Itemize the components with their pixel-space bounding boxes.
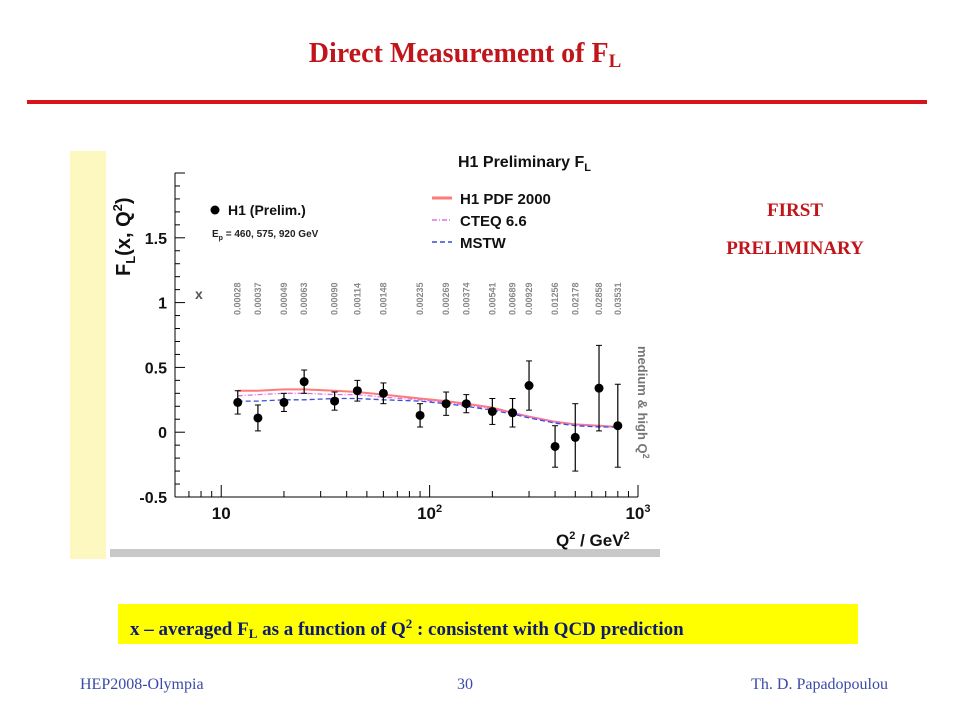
chart-title: H1 Preliminary FL [458, 154, 591, 174]
y-tick-label: 0.5 [145, 360, 167, 377]
data-point [594, 383, 604, 393]
y-axis-label: FL(x, Q2) [110, 197, 138, 276]
x-value-label: 0.00090 [330, 282, 340, 315]
slide-title-subscript: L [608, 51, 622, 72]
data-point [508, 408, 518, 418]
data-point [253, 413, 263, 423]
plot-left-strip [70, 151, 106, 559]
preliminary-note-line2: PRELIMINARY [726, 238, 864, 259]
caption-part3: : consistent with QCD prediction [412, 619, 684, 640]
data-point [613, 421, 623, 431]
x-value-label: 0.01256 [550, 282, 560, 315]
plot-frame: H1 Preliminary FL -0.5 0 0.5 1 1.5 10 102 103 0… [70, 151, 660, 559]
x-value-label: 0.02178 [570, 282, 580, 315]
y-tick-label: 1.5 [145, 231, 167, 248]
x-value-label: 0.00148 [378, 282, 388, 315]
title-rule [27, 100, 927, 104]
x-value-label: 0.00028 [233, 282, 243, 315]
caption-sup1: 2 [405, 616, 413, 631]
data-point [330, 396, 340, 406]
y-tick-label: 1 [158, 296, 167, 313]
preliminary-note-line1: FIRST [767, 200, 823, 221]
data-point [233, 397, 243, 407]
legend-cteq-label: CTEQ 6.6 [460, 213, 527, 230]
x-value-label: 0.00114 [352, 283, 362, 315]
x-tick-label: 10 [212, 504, 231, 523]
legend-data-marker [210, 205, 220, 215]
legend-data-label: H1 (Prelim.) [228, 202, 306, 218]
x-tick-label: 102 [417, 503, 442, 523]
data-point [352, 386, 362, 396]
legend: H1 (Prelim.) Ep = 460, 575, 920 GeV H1 P… [210, 191, 551, 252]
ticks: -0.5 0 0.5 1 1.5 10 102 103 [139, 172, 651, 523]
data-points [233, 344, 623, 472]
data-point [570, 432, 580, 442]
data-point [550, 441, 560, 451]
footer-event: HEP2008-Olympia [80, 676, 204, 693]
plot-background [106, 151, 660, 559]
data-point [378, 388, 388, 398]
data-point [487, 406, 497, 416]
footer-author: Th. D. Papadopoulou [751, 676, 888, 693]
x-value-label: 0.00689 [508, 282, 518, 315]
caption-box: x – averaged FL as a function of Q2 : co… [118, 604, 858, 644]
data-point [441, 399, 451, 409]
x-value-label: 0.02858 [594, 282, 604, 315]
x-values-title: x [195, 286, 203, 302]
data-point [279, 397, 289, 407]
x-value-label: 0.00235 [415, 282, 425, 315]
data-point [299, 377, 309, 387]
data-point [415, 410, 425, 420]
preliminary-note: FIRST PRELIMINARY [700, 192, 890, 268]
x-value-label: 0.00037 [253, 282, 263, 315]
slide-title-text: Direct Measurement of F [308, 38, 609, 69]
legend-h1pdf-label: H1 PDF 2000 [460, 191, 551, 208]
legend-mstw-label: MSTW [460, 235, 507, 252]
slide-title: Direct Measurement of FL [0, 38, 930, 73]
caption-part1: x – averaged F [130, 619, 249, 640]
plot-bottom-shadow [110, 549, 660, 557]
y-tick-label: 0 [158, 425, 167, 442]
x-values-group: 0.00028 0.00037 0.00049 0.00063 0.00090 0.001… [233, 282, 623, 315]
x-value-label: 0.00541 [487, 282, 497, 315]
x-value-label: 0.00929 [524, 282, 534, 315]
caption-sub1: L [248, 626, 258, 641]
x-value-label: 0.03531 [613, 282, 623, 315]
data-point [461, 399, 471, 409]
side-label: medium & high Q2 [635, 346, 651, 459]
axes [174, 173, 638, 498]
caption-part2: as a function of Q [257, 619, 406, 640]
y-tick-label: -0.5 [139, 490, 167, 507]
footer-page-number: 30 [457, 676, 473, 693]
x-value-label: 0.00374 [461, 282, 471, 315]
x-value-label: 0.00269 [441, 282, 451, 315]
data-point [524, 381, 534, 391]
x-tick-label: 103 [625, 503, 650, 523]
x-value-label: 0.00063 [299, 282, 309, 315]
x-axis-label: Q2 / GeV2 [556, 530, 630, 550]
fl-chart: H1 Preliminary FL -0.5 0 0.5 1 1.5 10 102 103 0… [70, 151, 660, 559]
x-value-label: 0.00049 [279, 282, 289, 315]
legend-beam-energy: Ep = 460, 575, 920 GeV [212, 229, 319, 242]
